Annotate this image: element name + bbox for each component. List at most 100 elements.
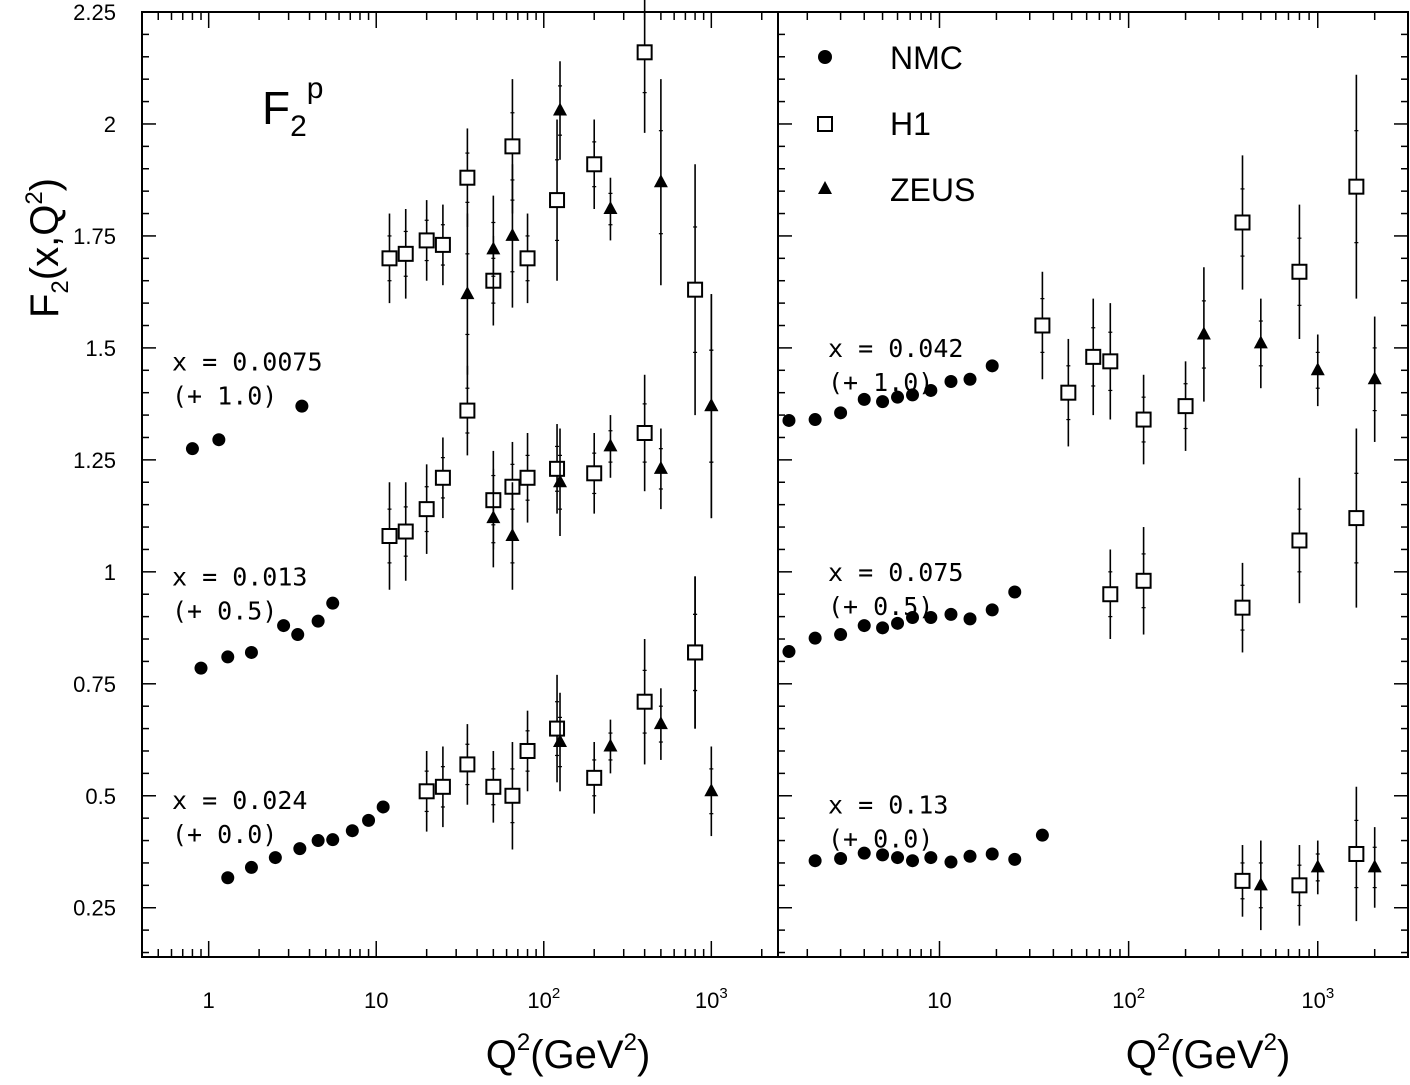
- h1-point: [459, 169, 476, 186]
- x-axis-title-left-open: (GeV: [530, 1033, 624, 1077]
- plot-label-main: F: [262, 82, 290, 134]
- plot-label-sup: p: [307, 72, 324, 105]
- h1-point: [459, 402, 476, 419]
- h1-point: [1085, 348, 1102, 365]
- h1-point: [586, 156, 603, 173]
- h1-point: [1291, 532, 1308, 549]
- h1-point: [1234, 599, 1251, 616]
- zeus-point: [653, 174, 668, 188]
- zeus-point: [505, 227, 520, 241]
- nmc-point: [311, 614, 325, 628]
- y-tick-label: 1.25: [73, 448, 116, 473]
- x-axis-title-right-sup: 2: [1157, 1029, 1170, 1056]
- h1-point: [418, 232, 435, 249]
- h1-point: [1060, 384, 1077, 401]
- x-tick-exponent: 3: [1326, 985, 1334, 1002]
- x-axis-title-right-sup2: 2: [1264, 1029, 1277, 1056]
- y-tick-label: 0.25: [73, 896, 116, 921]
- x-tick-base: 10: [527, 988, 551, 1013]
- nmc-point: [834, 628, 848, 642]
- nmc-point: [295, 399, 309, 413]
- zeus-point: [460, 286, 475, 300]
- nmc-point: [924, 851, 938, 865]
- h1-point: [418, 501, 435, 518]
- plot-label-f2p: F2p: [262, 72, 323, 143]
- h1-point: [1177, 398, 1194, 415]
- legend-marker-zeus: [818, 181, 832, 194]
- nmc-point: [212, 433, 226, 447]
- legend-label-zeus: ZEUS: [890, 172, 975, 208]
- left-x-tick-label: 10: [364, 988, 388, 1013]
- h1-point: [434, 236, 451, 253]
- nmc-point: [293, 842, 307, 856]
- nmc-point: [963, 612, 977, 626]
- nmc-point: [857, 392, 871, 406]
- right-panel-frame: [777, 11, 1409, 958]
- y-tick-labels: 0.25 0.5 0.75 1 1.25 1.5 1.75 2 2.25: [73, 0, 116, 921]
- h1-point: [504, 138, 521, 155]
- h1-point: [636, 424, 653, 441]
- zeus-point: [603, 201, 618, 215]
- x-axis-title-right-main: Q: [1126, 1033, 1157, 1077]
- legend-label-h1: H1: [890, 106, 931, 142]
- h1-point: [1291, 263, 1308, 280]
- axis-ticks: [141, 11, 1409, 957]
- nmc-point: [782, 645, 796, 659]
- nmc-point: [985, 847, 999, 861]
- right-x-tick-label: 103: [1301, 985, 1334, 1013]
- y-tick-label: 2: [104, 112, 116, 137]
- nmc-point: [345, 824, 359, 838]
- h1-point: [1034, 317, 1051, 334]
- x-tick-base: 10: [695, 988, 719, 1013]
- x-axis-title-left: Q2(GeV2): [486, 1029, 651, 1077]
- nmc-point: [944, 607, 958, 621]
- h1-point: [1102, 586, 1119, 603]
- h1-point: [434, 469, 451, 486]
- nmc-point: [963, 372, 977, 386]
- nmc-point: [944, 374, 958, 388]
- nmc-point: [891, 390, 905, 404]
- nmc-point: [221, 650, 235, 664]
- nmc-point: [326, 833, 340, 847]
- x-axis-title-right-open: (GeV: [1170, 1033, 1264, 1077]
- nmc-point: [985, 359, 999, 373]
- x-axis-title-right: Q2(GeV2): [1126, 1029, 1291, 1077]
- nmc-point: [808, 631, 822, 645]
- nmc-point: [782, 413, 796, 427]
- nmc-point: [244, 860, 258, 874]
- y-tick-label: 2.25: [73, 0, 116, 25]
- h1-point: [1234, 214, 1251, 231]
- zeus-point: [653, 460, 668, 474]
- nmc-point: [244, 645, 258, 659]
- x-axis-title-left-sup: 2: [517, 1029, 530, 1056]
- x-tick-exponent: 2: [552, 985, 560, 1002]
- nmc-point: [924, 611, 938, 625]
- x-tick-base: 10: [1301, 988, 1325, 1013]
- y-tick-label: 0.75: [73, 672, 116, 697]
- y-axis-title-open: (x,Q: [23, 205, 67, 281]
- left-bin-0-label: (+ 1.0): [172, 381, 277, 410]
- left-x-tick-label: 102: [527, 985, 560, 1013]
- h1-point: [397, 523, 414, 540]
- nmc-point: [291, 628, 305, 642]
- bin-annotations: x = 0.0075 (+ 1.0) x = 0.013 (+ 0.5) x = 0.0…: [172, 334, 963, 854]
- nmc-point: [857, 846, 871, 860]
- x-axis-title-right-close: ): [1277, 1033, 1290, 1077]
- nmc-point: [834, 851, 848, 865]
- left-bin-2-label: x = 0.024: [172, 786, 307, 815]
- zeus-point: [553, 734, 568, 748]
- nmc-point: [857, 619, 871, 633]
- h1-point: [1234, 872, 1251, 889]
- h1-point: [636, 693, 653, 710]
- h1-point: [687, 281, 704, 298]
- h1-point: [586, 769, 603, 786]
- right-x-tick-label: 10: [927, 988, 951, 1013]
- nmc-point: [906, 854, 920, 868]
- zeus-point: [1253, 877, 1268, 891]
- right-bin-2-label: x = 0.13: [828, 791, 948, 820]
- nmc-point: [277, 619, 291, 633]
- nmc-point: [876, 848, 890, 862]
- nmc-point: [985, 603, 999, 617]
- zeus-point: [1253, 335, 1268, 349]
